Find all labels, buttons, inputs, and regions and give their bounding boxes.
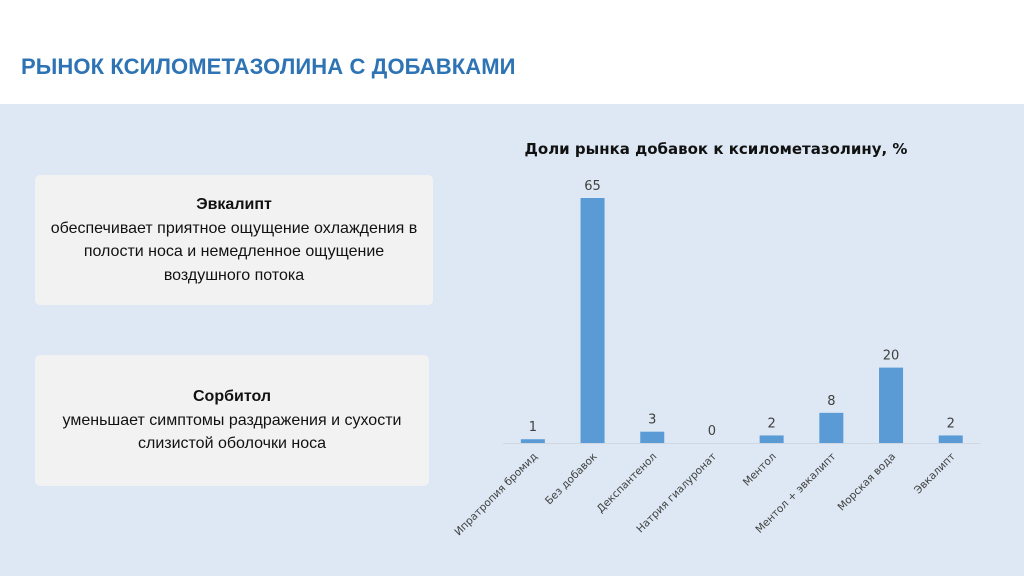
bar-7 [938,435,963,443]
data-label-0: 1 [529,420,537,435]
bar-chart: 1 Ипратропия бромид 65 Без добавок 3 Декспант… [452,179,981,539]
data-label-1: 65 [584,179,601,194]
bar-5 [819,412,844,443]
card-title: Сорбитол [193,388,271,406]
bar-4 [759,435,784,443]
data-label-4: 2 [768,416,776,431]
x-tick-label-1: Без добавок [543,451,600,508]
bar-6 [879,367,904,443]
data-label-7: 2 [947,416,955,431]
data-label-5: 8 [827,394,835,409]
x-tick-label-6: Морская вода [835,451,898,514]
chart-title: Доли рынка добавок к ксилометазолину, % [524,140,908,158]
data-label-2: 3 [648,413,656,428]
x-tick-label-4: Ментол [741,451,779,489]
data-label-6: 20 [883,349,900,364]
card-text: уменьшает симптомы раздражения и сухости… [62,411,402,453]
x-tick-label-0: Ипратропия бромид [452,451,540,539]
x-tick-label-2: Декспантенол [595,451,660,516]
card-title: Эвкалипт [196,196,272,213]
info-card-sorbitol: Сорбитол уменьшает симптомы раздражения … [35,355,429,486]
data-label-3: 0 [708,424,716,439]
x-tick-label-7: Эвкалипт [912,451,958,497]
bar-1 [580,198,605,443]
card-text: обеспечивает приятное ощущение охлаждени… [50,219,418,284]
page-title: РЫНОК КСИЛОМЕТАЗОЛИНА С ДОБАВКАМИ [21,54,516,79]
info-card-eucalyptus: Эвкалипт обеспечивает приятное ощущение … [35,175,433,305]
bar-2 [640,431,665,443]
slide-header: РЫНОК КСИЛОМЕТАЗОЛИНА С ДОБАВКАМИ [0,0,1024,104]
bar-0 [520,439,545,443]
content-panel: Эвкалипт обеспечивает приятное ощущение … [0,104,1024,576]
